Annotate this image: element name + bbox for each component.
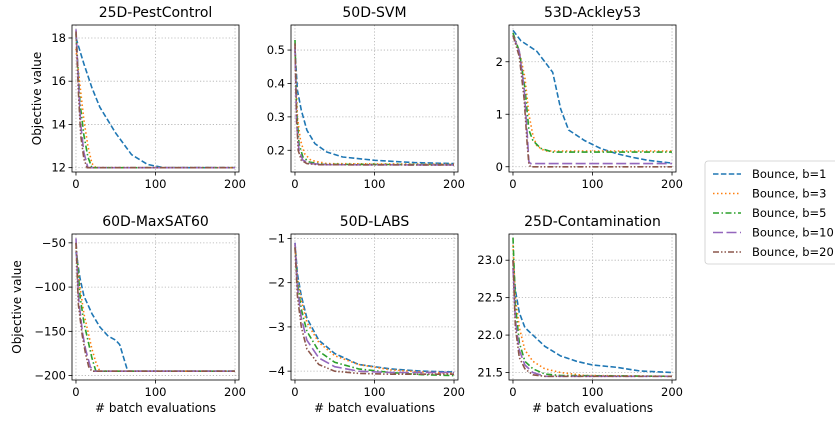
series-line-1 bbox=[75, 251, 235, 373]
y-tick-label: 1 bbox=[496, 107, 503, 121]
series-line-1 bbox=[512, 29, 673, 164]
y-tick-label: 18 bbox=[51, 31, 66, 45]
axes-frame bbox=[290, 233, 459, 381]
panel-6: 0 100 200 21.5 22.0 22.5 23.0 25D-Contamination… bbox=[477, 214, 683, 415]
series-line-4 bbox=[294, 242, 454, 374]
y-tick-label: 0.2 bbox=[267, 143, 285, 157]
series-line-2 bbox=[75, 48, 235, 169]
x-axis-label: # batch evaluations bbox=[314, 401, 435, 415]
x-tick-label: 200 bbox=[224, 177, 246, 191]
x-tick-label: 200 bbox=[443, 385, 465, 399]
y-tick-label: 14 bbox=[51, 117, 66, 131]
y-tick-label: −2 bbox=[268, 276, 285, 290]
legend-label: Bounce, b=1 bbox=[752, 167, 826, 181]
series-line-2 bbox=[75, 247, 235, 373]
y-tick-label: 0.4 bbox=[267, 76, 285, 90]
panel-title: 25D-PestControl bbox=[99, 5, 213, 21]
legend: Bounce, b=1 Bounce, b=3 Bounce, b=5 Bounce,… bbox=[704, 160, 835, 265]
y-axis-label: Objective value bbox=[10, 260, 24, 354]
series-line-3 bbox=[512, 237, 673, 378]
x-tick-label: 100 bbox=[582, 385, 604, 399]
y-tick-label: −1 bbox=[268, 231, 285, 245]
y-tick-label: 16 bbox=[51, 74, 66, 88]
panel-title: 60D-MaxSAT60 bbox=[102, 214, 209, 230]
x-tick-label: 100 bbox=[364, 385, 386, 399]
legend-label: Bounce, b=3 bbox=[752, 187, 826, 201]
panel-3: 0 100 200 0 1 2 53D-Ackley53 bbox=[496, 5, 683, 191]
x-tick-label: 0 bbox=[291, 177, 298, 191]
x-tick-label: 100 bbox=[145, 385, 167, 399]
legend-box bbox=[704, 160, 835, 265]
axes-frame bbox=[508, 233, 677, 381]
series-line-4 bbox=[512, 267, 672, 378]
x-tick-label: 0 bbox=[72, 385, 79, 399]
x-tick-label: 100 bbox=[582, 177, 604, 191]
series-line-5 bbox=[75, 242, 235, 373]
x-tick-label: 100 bbox=[364, 177, 386, 191]
y-tick-label: 0.5 bbox=[267, 43, 285, 57]
series-line-5 bbox=[512, 260, 672, 378]
legend-label: Bounce, b=5 bbox=[752, 206, 826, 220]
x-tick-label: 0 bbox=[291, 385, 298, 399]
y-tick-label: 0 bbox=[496, 160, 503, 174]
series-line-5 bbox=[75, 31, 235, 169]
x-tick-label: 200 bbox=[443, 177, 465, 191]
legend-label: Bounce, b=20 bbox=[752, 245, 834, 259]
y-tick-label: −150 bbox=[34, 324, 66, 338]
panel-1: 0 100 200 12 14 16 18 25D-PestControl bbox=[51, 5, 246, 191]
x-axis-label: # batch evaluations bbox=[532, 401, 653, 415]
series-line-1 bbox=[75, 37, 235, 169]
panel-title: 50D-LABS bbox=[340, 214, 410, 230]
axes-frame bbox=[71, 233, 240, 381]
x-tick-label: 100 bbox=[145, 177, 167, 191]
series-line-4 bbox=[512, 35, 672, 165]
panel-title: 25D-Contamination bbox=[524, 214, 661, 230]
y-tick-label: 21.5 bbox=[477, 366, 503, 380]
x-tick-label: 200 bbox=[661, 177, 683, 191]
y-tick-label: 22.5 bbox=[477, 291, 503, 305]
y-tick-label: −200 bbox=[34, 369, 66, 383]
y-tick-label: 22.0 bbox=[477, 328, 503, 342]
legend-label: Bounce, b=10 bbox=[752, 226, 834, 240]
x-tick-label: 200 bbox=[224, 385, 246, 399]
x-axis-label: # batch evaluations bbox=[95, 401, 216, 415]
panel-title: 53D-Ackley53 bbox=[544, 5, 641, 21]
series-line-2 bbox=[294, 50, 455, 166]
series-line-3 bbox=[75, 242, 235, 373]
x-tick-label: 200 bbox=[661, 385, 683, 399]
x-tick-label: 0 bbox=[509, 177, 516, 191]
x-tick-label: 0 bbox=[509, 385, 516, 399]
series-line-1 bbox=[294, 50, 455, 165]
y-tick-label: −100 bbox=[34, 280, 66, 294]
y-tick-label: 12 bbox=[51, 161, 66, 175]
y-tick-label: 23.0 bbox=[477, 253, 503, 267]
y-axis-label: Objective value bbox=[30, 52, 44, 146]
series-line-2 bbox=[294, 245, 455, 375]
series-line-1 bbox=[512, 260, 673, 374]
panel-4: 0 100 200 −50 −100 −150 −200 60D-MaxSAT60 # batc… bbox=[34, 214, 246, 415]
y-tick-label: −50 bbox=[42, 236, 66, 250]
panel-2: 0 100 200 0.2 0.3 0.4 0.5 50D-SVM bbox=[267, 5, 465, 191]
y-tick-label: −3 bbox=[268, 320, 285, 334]
series-line-5 bbox=[294, 247, 454, 376]
panel-5: 0 100 200 −1 −2 −3 −4 50D-LABS # batch evaluatio… bbox=[268, 214, 465, 415]
y-tick-label: 0.3 bbox=[267, 110, 285, 124]
x-tick-label: 0 bbox=[72, 177, 79, 191]
y-tick-label: −4 bbox=[268, 364, 285, 378]
y-tick-label: 2 bbox=[496, 55, 503, 69]
series-line-5 bbox=[294, 43, 455, 166]
panel-title: 50D-SVM bbox=[342, 5, 406, 21]
